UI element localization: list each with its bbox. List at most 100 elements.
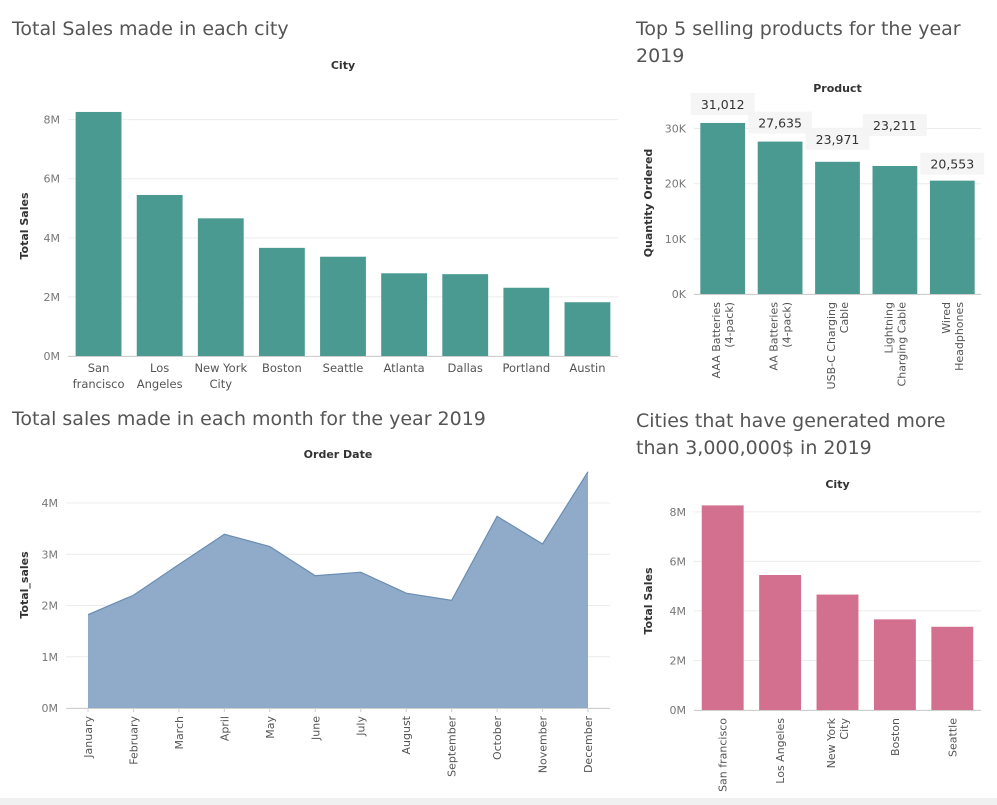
x-tick-label: Atlanta bbox=[383, 361, 424, 375]
x-tick-label: Austin bbox=[569, 361, 605, 375]
bar bbox=[872, 165, 918, 294]
x-tick-label: Dallas bbox=[448, 361, 483, 375]
data-label: 20,553 bbox=[930, 157, 974, 172]
bar bbox=[197, 218, 244, 356]
bottom-strip bbox=[0, 798, 997, 805]
y-axis-label: Quantity Ordered bbox=[642, 149, 655, 258]
y-tick-label: 0K bbox=[672, 288, 687, 301]
data-label: 27,635 bbox=[758, 116, 802, 131]
bar bbox=[873, 619, 916, 710]
x-tick-label: Angeles bbox=[137, 377, 183, 391]
data-label-bg bbox=[920, 152, 985, 175]
bar bbox=[757, 141, 803, 294]
x-tick-label: francisco bbox=[73, 377, 125, 391]
y-tick-label: 6M bbox=[670, 555, 687, 568]
bar bbox=[320, 256, 366, 356]
x-tick-label: July bbox=[355, 716, 368, 737]
cities-3m-chart: City Total Sales 0M 2M 4M 6M 8M San francisco Lo… bbox=[642, 478, 981, 792]
x-tick-label: September bbox=[446, 716, 459, 777]
bar bbox=[815, 161, 860, 294]
x-tick-label: Boston bbox=[262, 361, 302, 375]
chart-header: Product bbox=[813, 82, 862, 95]
x-tick-label: USB-C Charging bbox=[825, 302, 838, 389]
area-fill bbox=[88, 471, 588, 708]
x-tick-label: Wired bbox=[940, 302, 953, 334]
y-tick-label: 0M bbox=[44, 350, 61, 363]
y-tick-label: 6M bbox=[44, 173, 61, 186]
y-tick-label: 2M bbox=[670, 654, 687, 667]
x-tick-label: AA Batteries bbox=[768, 302, 781, 371]
y-tick-label: 4M bbox=[44, 232, 61, 245]
bar bbox=[929, 180, 975, 294]
x-tick-label: Boston bbox=[889, 718, 902, 756]
y-tick-label: 4M bbox=[670, 605, 687, 618]
bar bbox=[701, 505, 744, 710]
chart-header: Order Date bbox=[304, 448, 373, 461]
y-tick-label: 2M bbox=[42, 600, 59, 613]
y-tick-label: 10K bbox=[665, 233, 687, 246]
area-line bbox=[87, 471, 589, 616]
y-axis-label: Total_sales bbox=[18, 551, 31, 619]
y-tick-label: 1M bbox=[42, 651, 59, 664]
bar bbox=[564, 302, 611, 356]
data-label-bg bbox=[690, 92, 755, 115]
y-axis-label: Total Sales bbox=[642, 567, 655, 634]
data-label: 23,971 bbox=[816, 132, 860, 147]
x-tick-label: November bbox=[537, 716, 550, 774]
x-tick-label: June bbox=[309, 716, 322, 741]
data-label: 31,012 bbox=[701, 97, 745, 112]
data-label-bg bbox=[805, 127, 870, 150]
x-tick-label: (4-pack) bbox=[781, 302, 794, 348]
bar bbox=[931, 626, 974, 710]
top-products-chart: Product Quantity Ordered 0K 10K 20K 30K AAA Ba… bbox=[642, 82, 985, 389]
data-label-bg bbox=[862, 113, 927, 136]
x-tick-label: August bbox=[400, 715, 413, 754]
bar bbox=[442, 274, 489, 356]
chart-header: City bbox=[825, 478, 849, 491]
x-tick-label: Los bbox=[150, 361, 169, 375]
y-tick-label: 8M bbox=[670, 506, 687, 519]
y-tick-label: 2M bbox=[44, 291, 61, 304]
bar bbox=[816, 594, 859, 710]
y-tick-label: 4M bbox=[42, 497, 59, 510]
bar bbox=[503, 287, 550, 356]
x-tick-label: April bbox=[218, 716, 231, 741]
data-label-bg bbox=[748, 111, 813, 134]
monthly-sales-title: Total sales made in each month for the y… bbox=[12, 408, 486, 430]
x-tick-label: New York bbox=[194, 361, 247, 375]
x-tick-label: Seattle bbox=[946, 718, 959, 757]
x-tick-label: Seattle bbox=[323, 361, 364, 375]
bar bbox=[381, 273, 428, 356]
x-tick-label: City bbox=[838, 718, 851, 740]
bar bbox=[700, 122, 746, 294]
x-tick-label: Los Angeles bbox=[774, 718, 787, 784]
x-tick-label: May bbox=[264, 716, 277, 739]
y-tick-label: 8M bbox=[44, 114, 61, 127]
city-sales-chart: City Total Sales 0M 2M 4M 6M 8M San francisco Los… bbox=[18, 59, 618, 391]
x-tick-label: Headphones bbox=[953, 302, 966, 371]
top-products-title: Top 5 selling products for the year 2019 bbox=[636, 18, 961, 67]
x-tick-label: March bbox=[173, 716, 186, 750]
x-tick-label: City bbox=[210, 377, 233, 391]
chart-header: City bbox=[331, 59, 355, 72]
data-label: 23,211 bbox=[873, 118, 917, 133]
y-tick-label: 0M bbox=[670, 704, 687, 717]
bar bbox=[75, 111, 122, 356]
x-tick-label: October bbox=[491, 716, 504, 760]
x-tick-label: Charging Cable bbox=[895, 302, 908, 387]
y-axis-label: Total Sales bbox=[18, 192, 31, 259]
y-tick-label: 0M bbox=[42, 702, 59, 715]
x-tick-label: San francisco bbox=[717, 718, 730, 792]
y-tick-label: 30K bbox=[665, 123, 687, 136]
bar bbox=[759, 574, 802, 710]
x-tick-label: December bbox=[582, 716, 595, 774]
bar bbox=[136, 194, 183, 356]
cities-3m-title: Cities that have generated more than 3,0… bbox=[636, 410, 946, 459]
monthly-sales-chart: Order Date Total_sales 0M 1M 2M 3M 4M January Fe… bbox=[18, 448, 610, 777]
y-tick-label: 20K bbox=[665, 178, 687, 191]
x-tick-label: Lightning bbox=[882, 302, 895, 353]
x-tick-label: February bbox=[127, 716, 140, 765]
x-tick-label: Portland bbox=[503, 361, 551, 375]
y-tick-label: 3M bbox=[42, 548, 59, 561]
bar bbox=[258, 247, 305, 356]
